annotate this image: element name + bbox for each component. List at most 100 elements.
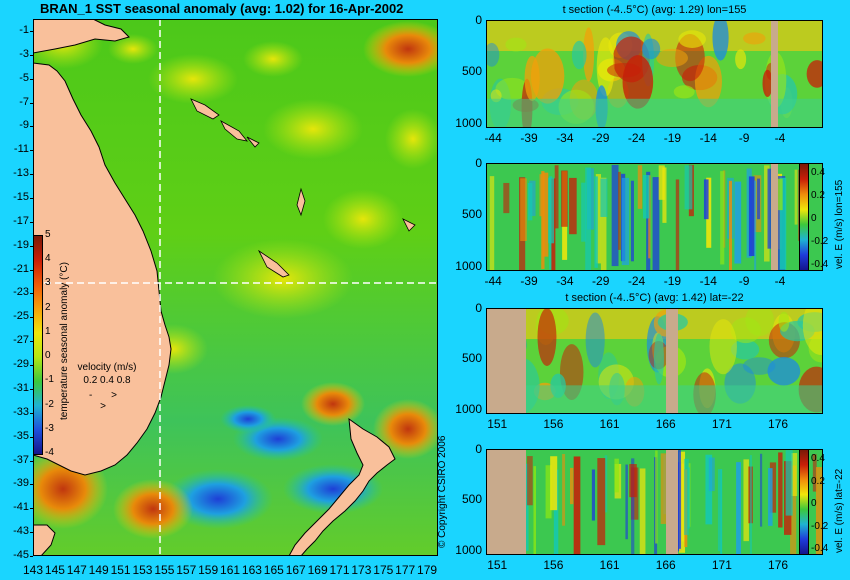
main-y-tick: -3 [19, 47, 29, 60]
main-x-tick: 167 [285, 563, 306, 577]
main-x-tick: 151 [110, 563, 131, 577]
section-x-tick: -24 [627, 274, 646, 288]
main-y-tick: -41 [13, 501, 29, 514]
section-y-tick: 500 [461, 207, 482, 222]
main-y-tickmark [30, 150, 33, 152]
section-x-tick: 156 [543, 558, 564, 572]
section-y-tick: 500 [461, 351, 482, 366]
section-x-tick: -9 [738, 274, 750, 288]
main-y-tick: -7 [19, 95, 29, 108]
colorbar-tick: -1 [45, 374, 54, 386]
section-x-tick: -4 [774, 131, 786, 145]
section-x-tick: 151 [487, 558, 508, 572]
colorbar-tick: 5 [45, 229, 51, 240]
velocity-colorbar-tick: 0.4 [811, 453, 825, 464]
main-y-tick: -15 [13, 191, 29, 203]
main-y-tick: -35 [13, 429, 29, 442]
colorbar-tick: 0 [45, 350, 51, 362]
section-x-tick: -14 [699, 274, 717, 288]
section-x-tick: -24 [627, 131, 646, 145]
section-x-tick: 156 [543, 417, 564, 431]
velocity-colorbar-tick: 0 [811, 213, 817, 224]
main-y-tick: -17 [13, 214, 29, 227]
section-title: t section (-4..5°C) (avg: 1.29) lon=155 [562, 4, 747, 16]
main-y-tick: -19 [13, 238, 29, 251]
section-plot [486, 308, 823, 414]
main-x-tick: 155 [154, 563, 175, 577]
main-y-tickmark [30, 245, 33, 247]
section-x-tick: -44 [484, 131, 502, 145]
main-y-tickmark [30, 341, 33, 343]
land-mask [771, 164, 778, 270]
section-y-tick: 500 [461, 64, 482, 79]
colorbar-label: temperature seasonal anomaly (°C) [59, 262, 70, 420]
main-x-tick: 169 [307, 563, 328, 577]
main-y-tickmark [30, 54, 33, 56]
land-mask [666, 450, 678, 554]
main-y-tickmark [30, 126, 33, 128]
colorbar-tick: 1 [45, 325, 51, 337]
colorbar-tick: 2 [45, 301, 51, 313]
section-plot [486, 20, 823, 128]
main-y-tickmark [30, 293, 33, 295]
land-mask [487, 309, 526, 413]
main-y-tick: -13 [13, 167, 29, 180]
section-x-tick: -44 [484, 274, 502, 288]
velocity-colorbar-tick: -0.2 [811, 236, 829, 247]
main-y-tickmark [30, 365, 33, 367]
section-plot [486, 163, 823, 271]
main-x-tick: 177 [395, 563, 416, 577]
velocity-colorbar-tick: -0.4 [811, 543, 829, 554]
land-mask [666, 309, 678, 413]
velocity-colorbar-tick: -0.4 [811, 259, 829, 270]
section-plot [486, 449, 823, 555]
section-y-tick: 1000 [455, 401, 482, 416]
section-x-tick: -39 [520, 274, 538, 288]
main-y-tickmark [30, 412, 33, 414]
section-x-tick: -29 [592, 274, 610, 288]
main-y-tickmark [30, 102, 33, 104]
colorbar-tick: 4 [45, 253, 51, 265]
main-x-tick: 163 [241, 563, 262, 577]
section-y-tick: 1000 [455, 115, 482, 130]
section-x-tick: 166 [655, 417, 676, 431]
main-x-tick: 171 [329, 563, 350, 577]
main-y-tick: -25 [13, 310, 29, 323]
section-title: t section (-4..5°C) (avg: 1.42) lat=-22 [565, 292, 744, 304]
section-y-tick: 0 [475, 301, 482, 315]
main-y-tickmark [30, 460, 33, 462]
section-y-tick: 0 [475, 156, 482, 170]
main-x-tick: 165 [263, 563, 284, 577]
section-field [487, 21, 822, 127]
main-y-tickmark [30, 198, 33, 199]
velocity-legend-title: velocity (m/s) [77, 362, 137, 373]
velocity-side-label: vel. E (m/s) lat=-22 [834, 468, 845, 553]
section-x-tick: -19 [663, 274, 682, 288]
section-x-tick: -29 [592, 131, 610, 145]
velocity-colorbar-tick: 0 [811, 498, 817, 509]
section-x-tick: -34 [556, 274, 574, 288]
velocity-colorbar [799, 449, 809, 555]
velocity-legend: velocity (m/s) 0.2 0.4 0.8 - > > [77, 362, 137, 412]
land-mask [771, 21, 778, 127]
main-y-tick: -11 [13, 143, 29, 156]
main-x-tick: 175 [373, 563, 394, 577]
section-x-tick: 151 [487, 417, 508, 431]
section-field [487, 309, 822, 413]
main-x-tick: 153 [132, 563, 153, 577]
velocity-arrows: - > > [89, 390, 125, 412]
main-x-tick: 161 [220, 563, 241, 577]
velocity-colorbar-tick: -0.2 [811, 520, 829, 532]
main-y-tickmark [30, 269, 33, 271]
main-x-tick: 145 [44, 563, 65, 577]
section-y-tick: 500 [461, 492, 482, 507]
main-y-tick: -43 [13, 525, 29, 538]
section-field [487, 450, 822, 554]
colorbar-tick: -4 [45, 447, 54, 458]
section-y-tick: 0 [475, 442, 482, 456]
section-x-tick: -34 [556, 131, 574, 145]
section-y-tick: 0 [475, 13, 482, 27]
main-y-tickmark [30, 436, 33, 438]
section-y-tick: 1000 [455, 542, 482, 557]
main-y-tick: -1 [19, 23, 29, 36]
